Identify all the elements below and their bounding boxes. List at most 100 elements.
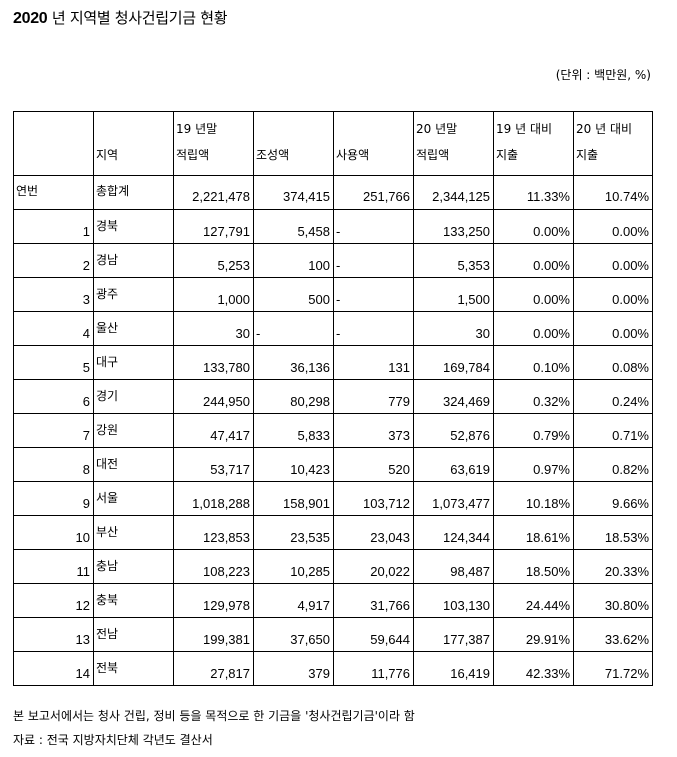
row-region: 대전 (93, 447, 174, 482)
row-balance-20: 103,130 (413, 583, 494, 618)
table-row: 4 울산 30- -30 0.00% 0.00% (13, 311, 653, 346)
header-ratio-19-line1: 19 년 대비 (496, 122, 553, 136)
row-raised: 23,535 (253, 515, 334, 550)
row-used: 59,644 (333, 617, 414, 652)
row-balance-19: 5,253 (173, 243, 254, 278)
row-used: - (333, 277, 414, 312)
row-region: 강원 (93, 413, 174, 448)
table-row: 10 부산 123,853 23,535 23,043 124,344 18.61% 18.5… (13, 515, 653, 550)
total-balance-19: 2,221,478 (173, 175, 254, 210)
row-ratio-20: 0.71% (573, 413, 653, 448)
row-balance-19: 129,978 (173, 583, 254, 618)
row-ratio-20: 0.00% (573, 311, 653, 346)
total-raised: 374,415 (253, 175, 334, 210)
row-region: 전북 (93, 651, 174, 686)
definition-note: 본 보고서에서는 청사 건립, 정비 등을 목적으로 한 기금을 '청사건립기금… (13, 709, 415, 723)
table-row: 2 경남 5,253 100-5,353 0.00% 0.00% (13, 243, 653, 278)
row-number: 9 (13, 481, 94, 516)
header-balance-20-line1: 20 년말 (416, 122, 458, 136)
row-raised: 10,423 (253, 447, 334, 482)
row-raised: 5,833 (253, 413, 334, 448)
table-row: 8 대전 53,717 10,423 520 63,619 0.97% 0.82% (13, 447, 653, 482)
row-used: - (333, 209, 414, 244)
row-number: 6 (13, 379, 94, 414)
row-balance-19: 27,817 (173, 651, 254, 686)
table-row: 14 전북 27,817 379 11,776 16,419 42.33% 71.72% (13, 651, 653, 686)
row-number: 8 (13, 447, 94, 482)
row-balance-20: 324,469 (413, 379, 494, 414)
row-ratio-20: 18.53% (573, 515, 653, 550)
row-ratio-19: 0.00% (493, 311, 574, 346)
title-text: 년 지역별 청사건립기금 현황 (47, 9, 228, 27)
row-used: - (333, 311, 414, 346)
row-balance-20: 124,344 (413, 515, 494, 550)
header-ratio-20: 20 년 대비 지출 (573, 111, 653, 176)
row-raised: - (253, 311, 334, 346)
table-row: 5 대구 133,780 36,136 131 169,784 0.10% 0.08% (13, 345, 653, 380)
row-used: 31,766 (333, 583, 414, 618)
row-balance-20: 30 (413, 311, 494, 346)
total-ratio-19: 11.33% (493, 175, 574, 210)
row-region: 울산 (93, 311, 174, 346)
row-raised: 4,917 (253, 583, 334, 618)
row-region: 경기 (93, 379, 174, 414)
row-balance-20: 1,073,477 (413, 481, 494, 516)
row-used: 11,776 (333, 651, 414, 686)
row-region: 부산 (93, 515, 174, 550)
row-number: 7 (13, 413, 94, 448)
row-ratio-20: 0.08% (573, 345, 653, 380)
row-raised: 100 (253, 243, 334, 278)
row-ratio-19: 10.18% (493, 481, 574, 516)
row-ratio-19: 0.10% (493, 345, 574, 380)
row-region: 전남 (93, 617, 174, 652)
row-ratio-19: 0.00% (493, 209, 574, 244)
row-ratio-20: 20.33% (573, 549, 653, 584)
row-raised: 500 (253, 277, 334, 312)
row-number: 5 (13, 345, 94, 380)
row-ratio-20: 0.00% (573, 277, 653, 312)
row-balance-20: 1,500 (413, 277, 494, 312)
row-balance-20: 98,487 (413, 549, 494, 584)
row-region: 충북 (93, 583, 174, 618)
table-row: 7 강원 47,417 5,833 373 52,876 0.79% 0.71% (13, 413, 653, 448)
row-balance-19: 199,381 (173, 617, 254, 652)
row-number: 3 (13, 277, 94, 312)
row-ratio-19: 42.33% (493, 651, 574, 686)
row-number: 4 (13, 311, 94, 346)
row-region: 서울 (93, 481, 174, 516)
table-row: 1 경북 127,791 5,458-133,250 0.00% 0.00% (13, 209, 653, 244)
table-row: 11 충남 108,223 10,285 20,022 98,487 18.50% 20.33… (13, 549, 653, 584)
header-ratio-19-line2: 지출 (496, 148, 519, 162)
row-used: 20,022 (333, 549, 414, 584)
row-raised: 10,285 (253, 549, 334, 584)
table-row: 12 충북 129,978 4,917 31,766 103,130 24.44% 30.80… (13, 583, 653, 618)
header-blank (13, 111, 94, 176)
row-balance-19: 108,223 (173, 549, 254, 584)
row-ratio-19: 29.91% (493, 617, 574, 652)
header-raised: 조성액 (253, 111, 334, 176)
header-balance-19: 19 년말 적립액 (173, 111, 254, 176)
total-row: 연번 총합계 2,221,478 374,415 251,766 2,344,1… (13, 175, 653, 210)
row-used: 103,712 (333, 481, 414, 516)
table-row: 3 광주 1,000 500-1,500 0.00% 0.00% (13, 277, 653, 312)
row-balance-20: 63,619 (413, 447, 494, 482)
row-number: 14 (13, 651, 94, 686)
row-ratio-19: 24.44% (493, 583, 574, 618)
row-ratio-20: 0.24% (573, 379, 653, 414)
row-ratio-19: 0.97% (493, 447, 574, 482)
header-used: 사용액 (333, 111, 414, 176)
row-balance-20: 169,784 (413, 345, 494, 380)
page-title: 2020 년 지역별 청사건립기금 현황 (13, 7, 228, 28)
row-number: 13 (13, 617, 94, 652)
row-ratio-20: 0.00% (573, 209, 653, 244)
unit-label: (단위 : 백만원, %) (555, 68, 651, 82)
title-year: 2020 (13, 10, 48, 27)
header-balance-20-line2: 적립액 (416, 148, 450, 162)
header-region-label: 지역 (96, 148, 119, 162)
total-label: 연번 (13, 175, 94, 210)
row-ratio-19: 0.00% (493, 277, 574, 312)
row-raised: 379 (253, 651, 334, 686)
